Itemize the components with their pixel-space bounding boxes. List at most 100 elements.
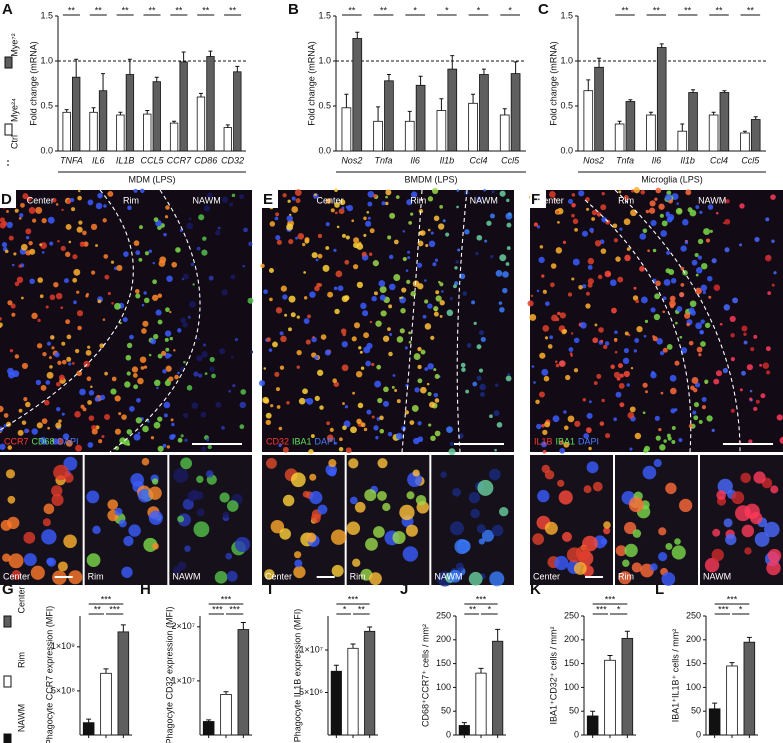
cell: [39, 294, 44, 299]
cell: [365, 537, 378, 551]
cell: [102, 218, 107, 223]
cell: [610, 364, 615, 370]
cell: [306, 397, 314, 405]
error-bar: [145, 110, 150, 115]
cell: [711, 258, 717, 264]
cell: [221, 289, 228, 296]
cell: [247, 297, 254, 304]
bar: [447, 68, 458, 152]
cell: [542, 429, 548, 436]
cell: [361, 251, 367, 257]
cell: [713, 284, 721, 292]
cell: [624, 543, 638, 558]
cell: [51, 485, 63, 497]
cell: [57, 561, 68, 572]
cell: [8, 553, 24, 569]
cell: [104, 371, 108, 376]
cell: [410, 191, 418, 198]
bar: [499, 114, 510, 152]
cell: [456, 205, 459, 209]
cell: [21, 420, 27, 425]
cell: [123, 438, 130, 446]
x-tick-label: CD32: [221, 155, 244, 165]
cell: [99, 343, 105, 349]
error-bar: [680, 123, 685, 132]
cell: [366, 210, 370, 214]
bar: [364, 630, 376, 736]
cell: [605, 433, 611, 439]
y-tick-label: 0.5: [40, 100, 53, 110]
x-tick-label: Il1b: [680, 155, 695, 165]
cell: [11, 570, 22, 580]
cell: [596, 373, 602, 379]
cell: [53, 464, 69, 481]
cell: [591, 217, 595, 221]
cell: [694, 253, 699, 258]
cell: [18, 408, 23, 413]
cell: [23, 397, 28, 402]
cell: [228, 389, 232, 393]
cell: [476, 344, 482, 350]
cell: [429, 401, 436, 408]
cell: [87, 442, 94, 448]
cell: [187, 490, 198, 502]
cell: [144, 297, 150, 304]
boundary: [401, 189, 423, 453]
cell: [448, 448, 456, 456]
x-tick-label: Ccl5: [741, 155, 760, 165]
cell: [476, 234, 483, 241]
cell: [715, 370, 723, 377]
cell: [445, 232, 450, 237]
cell: [749, 389, 753, 393]
cell: [152, 294, 159, 301]
cell: [583, 485, 592, 494]
boundary: [0, 189, 134, 431]
cell: [74, 348, 80, 354]
cell: [586, 207, 590, 211]
cell: [133, 188, 138, 193]
cell: [276, 405, 281, 409]
cell: [434, 398, 440, 403]
cell: [168, 376, 174, 382]
cell-texture: [527, 187, 783, 454]
cell: [688, 340, 694, 346]
cell: [587, 282, 593, 288]
cell: [385, 189, 392, 196]
legend-label: Ctrl: [9, 135, 19, 149]
cell: [139, 356, 147, 363]
cell: [541, 368, 549, 376]
bar: [72, 76, 81, 152]
cell: [298, 397, 306, 405]
cell: [699, 210, 703, 215]
cell: [600, 538, 608, 545]
cell: [356, 243, 364, 250]
cell: [612, 223, 618, 229]
cell: [440, 471, 447, 478]
cell: [333, 286, 338, 291]
cell: [601, 216, 607, 223]
cell: [373, 291, 378, 296]
error-bar: [333, 664, 339, 672]
cell: [342, 425, 347, 431]
cell: [427, 228, 431, 232]
inset-label: Rim: [88, 571, 104, 581]
cell: [204, 372, 208, 376]
cell: [417, 240, 424, 247]
cell: [121, 566, 133, 578]
cell: [466, 343, 472, 348]
cell: [543, 375, 550, 382]
y-axis-label: Fold change (mRNA): [306, 41, 316, 126]
cell: [345, 447, 352, 454]
cell: [393, 274, 401, 281]
cell: [676, 202, 679, 205]
cell: [360, 366, 365, 370]
cell: [563, 441, 570, 448]
cell: [700, 319, 705, 324]
cell: [578, 190, 585, 197]
cell: [338, 446, 344, 452]
cell: [201, 446, 207, 452]
cell: [623, 218, 631, 226]
cell: [135, 250, 141, 256]
panel-letter: B: [288, 1, 299, 18]
error-bar: [206, 719, 212, 722]
